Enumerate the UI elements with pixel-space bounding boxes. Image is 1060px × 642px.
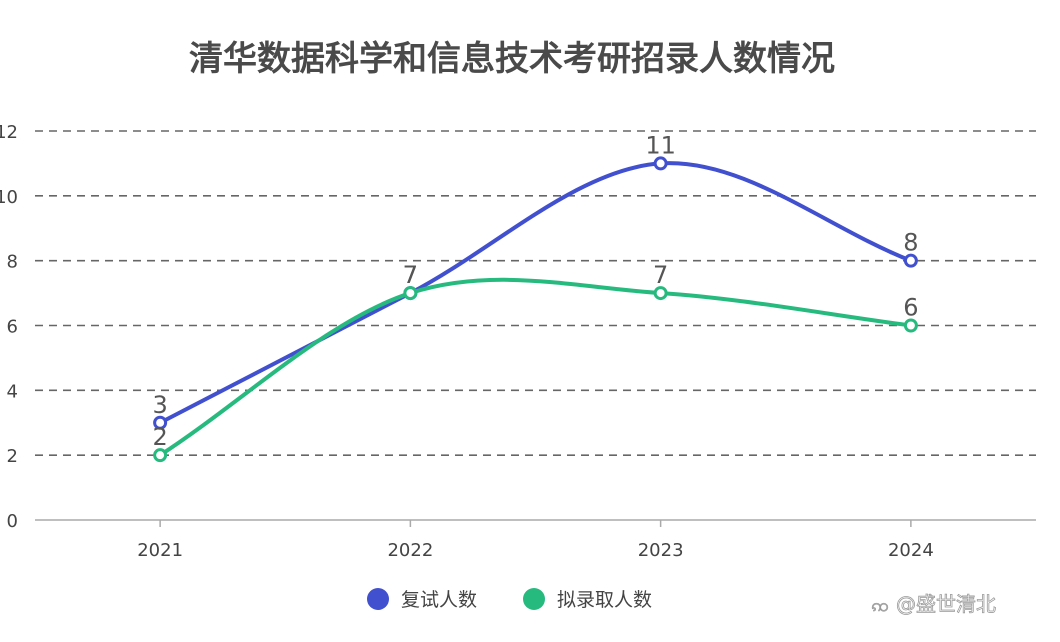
data-label: 11	[645, 131, 676, 159]
legend: 复试人数 拟录取人数	[367, 588, 652, 611]
data-label: 7	[403, 261, 418, 289]
y-tick-label: 2	[7, 446, 18, 467]
data-point	[653, 156, 668, 171]
data-label: 6	[903, 294, 918, 322]
series-line	[158, 161, 913, 425]
data-point	[903, 318, 918, 333]
series: 3 7 11 8 2 7 7 6	[152, 131, 919, 463]
legend-marker	[367, 588, 389, 610]
legend-marker	[523, 588, 545, 610]
data-label: 7	[403, 261, 418, 289]
legend-label: 拟录取人数	[557, 589, 652, 611]
x-axis: 2021 2022 2023 2024	[35, 519, 1036, 561]
data-label: 3	[152, 391, 167, 419]
data-label: 2	[152, 423, 167, 451]
data-point	[153, 448, 168, 463]
y-tick-label: 4	[7, 381, 18, 402]
data-label: 7	[653, 261, 668, 289]
series-1: 2 7 7 6	[152, 261, 919, 463]
chart-title: 清华数据科学和信息技术考研招录人数情况	[189, 39, 835, 79]
watermark-text: @盛世清北	[896, 592, 996, 616]
grid: 0 2 4 6 8 10 12	[0, 122, 1036, 532]
data-point	[153, 415, 168, 430]
series-line	[158, 277, 913, 458]
data-point	[903, 253, 918, 268]
data-label: 8	[903, 229, 918, 257]
legend-item: 复试人数	[367, 588, 477, 611]
x-tick-label: 2022	[387, 540, 433, 561]
x-tick-label: 2023	[638, 540, 684, 561]
y-tick-label: 12	[0, 122, 18, 143]
x-tick-label: 2024	[888, 540, 934, 561]
watermark: ꩡ @盛世清北	[871, 592, 997, 617]
y-tick-label: 8	[7, 252, 18, 273]
data-point	[653, 286, 668, 301]
y-tick-label: 6	[7, 317, 18, 338]
legend-item: 拟录取人数	[523, 588, 652, 611]
x-tick-label: 2021	[137, 540, 183, 561]
legend-label: 复试人数	[401, 589, 477, 611]
y-tick-label: 10	[0, 187, 18, 208]
y-tick-label: 0	[7, 511, 18, 532]
weibo-logo-icon: ꩡ	[871, 595, 888, 616]
data-point	[403, 286, 418, 301]
